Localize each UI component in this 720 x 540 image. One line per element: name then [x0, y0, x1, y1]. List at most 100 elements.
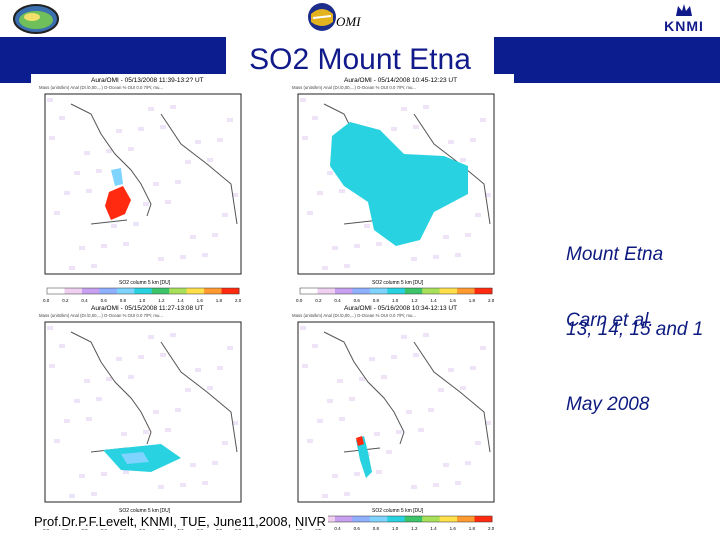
colorbar-tick-label: 0.2: [62, 298, 69, 303]
background-speckle: [433, 483, 439, 487]
background-speckle: [300, 326, 306, 330]
colorbar-segment: [64, 288, 83, 294]
colorbar-segment: [300, 288, 318, 294]
background-speckle: [460, 386, 466, 390]
colorbar-segment: [404, 288, 423, 294]
background-speckle: [485, 193, 491, 197]
background-speckle: [79, 246, 85, 250]
background-speckle: [74, 171, 80, 175]
background-speckle: [423, 333, 429, 337]
colorbar-tick-label: 2.0: [488, 526, 495, 531]
colorbar-tick-label: 1.8: [216, 298, 223, 303]
colorbar-tick-label: 0.0: [296, 298, 303, 303]
background-speckle: [364, 224, 370, 228]
background-speckle: [433, 255, 439, 259]
colorbar-segment: [404, 516, 423, 522]
background-speckle: [106, 377, 112, 381]
background-speckle: [344, 264, 350, 268]
background-speckle: [121, 432, 127, 436]
background-speckle: [175, 180, 181, 184]
background-speckle: [86, 417, 92, 421]
map-title: Aura/OMI - 05/15/2008 11:27-13:08 UT: [91, 305, 204, 312]
colorbar-tick-label: 0.8: [373, 298, 380, 303]
background-speckle: [207, 386, 213, 390]
background-speckle: [411, 257, 417, 261]
caption-line-3: May 2008: [566, 394, 650, 415]
colorbar-label: SO2 column 5 km [DU]: [372, 508, 424, 514]
background-speckle: [307, 439, 313, 443]
background-speckle: [391, 355, 397, 359]
background-speckle: [423, 105, 429, 109]
background-speckle: [332, 246, 338, 250]
map-frame: [297, 321, 495, 503]
background-speckle: [354, 244, 360, 248]
map-title: Aura/OMI - 05/16/2008 10:34-12:13 UT: [344, 305, 457, 312]
background-speckle: [470, 138, 476, 142]
background-speckle: [455, 481, 461, 485]
colorbar-label: SO2 column 5 km [DU]: [119, 508, 171, 514]
colorbar-tick-label: 1.2: [158, 298, 165, 303]
background-speckle: [190, 235, 196, 239]
background-speckle: [339, 417, 345, 421]
background-speckle: [391, 127, 397, 131]
background-speckle: [202, 481, 208, 485]
map-subtitle: Mass (units/km) Anal (Dr.\0,00,...) O-Oc…: [39, 313, 163, 318]
so2-plume: [111, 168, 123, 186]
background-speckle: [202, 253, 208, 257]
background-speckle: [158, 257, 164, 261]
background-speckle: [160, 353, 166, 357]
map-subtitle: Mass (units/km) Anal (Dr.\0,00,...) O-Oc…: [39, 85, 163, 90]
colorbar-label: SO2 column 5 km [DU]: [372, 280, 424, 286]
background-speckle: [322, 494, 328, 498]
colorbar-segment: [439, 516, 458, 522]
background-speckle: [170, 333, 176, 337]
colorbar-segment: [457, 516, 476, 522]
background-speckle: [153, 410, 159, 414]
background-speckle: [386, 450, 392, 454]
colorbar-segment: [221, 288, 240, 294]
colorbar-tick-label: 1.0: [392, 298, 399, 303]
background-speckle: [448, 368, 454, 372]
colorbar-segment: [369, 516, 388, 522]
background-speckle: [106, 149, 112, 153]
colorbar-tick-label: 1.4: [177, 298, 184, 303]
colorbar-tick-label: 0.6: [354, 526, 361, 531]
background-speckle: [300, 98, 306, 102]
background-speckle: [84, 379, 90, 383]
background-speckle: [190, 463, 196, 467]
background-speckle: [195, 368, 201, 372]
background-speckle: [165, 428, 171, 432]
background-speckle: [175, 408, 181, 412]
background-speckle: [396, 430, 402, 434]
background-speckle: [143, 430, 149, 434]
background-speckle: [91, 264, 97, 268]
colorbar-tick-label: 0.6: [354, 298, 361, 303]
background-speckle: [227, 346, 233, 350]
background-speckle: [475, 213, 481, 217]
background-speckle: [443, 235, 449, 239]
background-speckle: [332, 474, 338, 478]
background-speckle: [480, 118, 486, 122]
map-frame: [44, 321, 242, 503]
colorbar-segment: [369, 288, 388, 294]
omi-logo-text: OMI: [336, 14, 361, 29]
colorbar-tick-label: 1.6: [450, 298, 457, 303]
background-speckle: [475, 441, 481, 445]
colorbar-segment: [352, 288, 371, 294]
background-speckle: [170, 105, 176, 109]
colorbar-segment: [116, 288, 135, 294]
map-title: Aura/OMI - 05/14/2008 10:45-12:23 UT: [344, 77, 457, 84]
colorbar-segment: [151, 288, 170, 294]
background-speckle: [222, 441, 228, 445]
background-speckle: [64, 419, 70, 423]
background-speckle: [381, 375, 387, 379]
colorbar-segment: [99, 288, 118, 294]
background-speckle: [91, 492, 97, 496]
background-speckle: [47, 98, 53, 102]
background-speckle: [455, 253, 461, 257]
colorbar-tick-label: 1.2: [411, 298, 418, 303]
background-speckle: [101, 472, 107, 476]
colorbar-segment: [334, 288, 353, 294]
background-speckle: [339, 189, 345, 193]
background-speckle: [138, 355, 144, 359]
